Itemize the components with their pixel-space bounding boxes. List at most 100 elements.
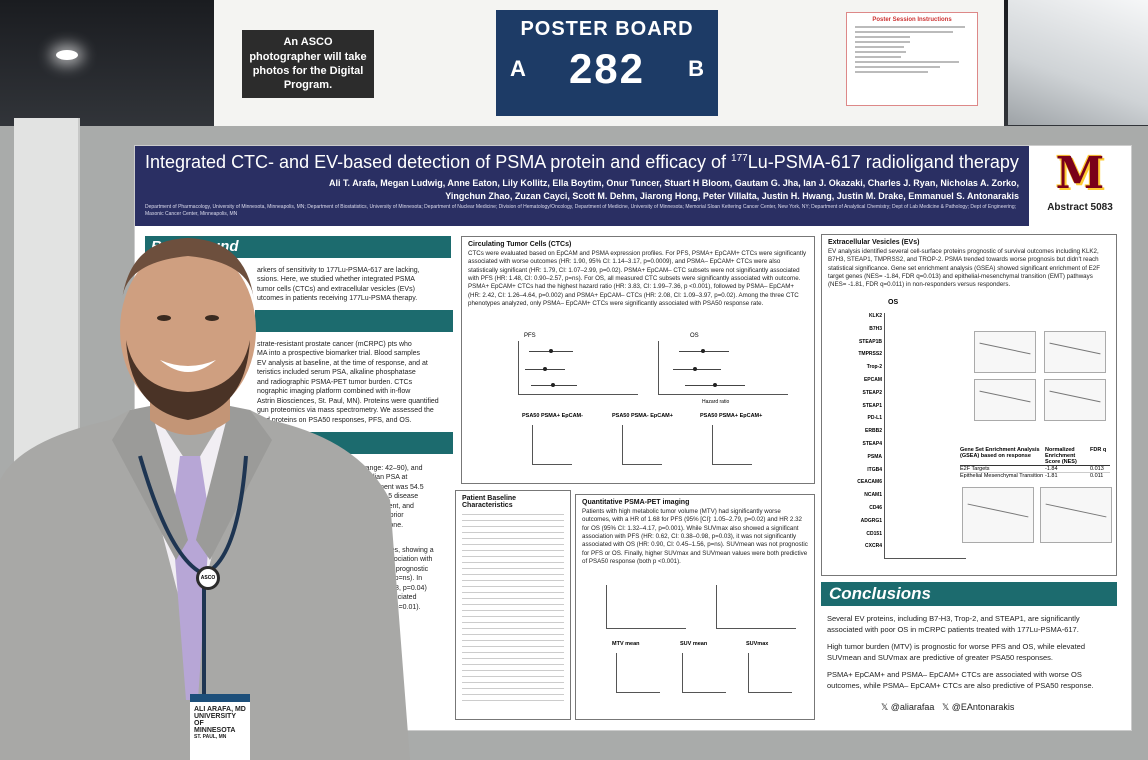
ev-protein-label: CXCR4 <box>865 543 882 550</box>
x-icon: 𝕏 <box>881 702 889 712</box>
ev-protein-label: ITGB4 <box>867 466 882 473</box>
suv-max-label: SUVmax <box>746 641 769 647</box>
ev-forest-plot <box>884 313 966 559</box>
board-title: POSTER BOARD <box>520 18 694 40</box>
abstract-number: Abstract 5083 <box>1047 202 1113 213</box>
conclusions-text: Several EV proteins, including B7-H3, Tr… <box>827 614 1117 698</box>
mtv-mean-label: MTV mean <box>612 641 640 647</box>
pfs-label: PFS <box>524 333 536 339</box>
board-number-row: A 282 B <box>496 45 718 93</box>
psa50-label-c: PSA50 PSMA+ EpCAM+ <box>700 413 763 419</box>
ev-protein-label: STEAP1 <box>862 402 882 409</box>
name-badge: ALI ARAFA, MD UNIVERSITY OF MINNESOTA ST… <box>190 694 250 760</box>
asco-lanyard-pin: ASCO <box>196 566 220 590</box>
instructions-text <box>851 26 973 73</box>
mtv-mean-plot <box>616 653 660 693</box>
km-curve-2 <box>1044 331 1106 373</box>
ev-protein-label: CD151 <box>866 530 882 537</box>
asco-photographer-notice: An ASCO photographer will take photos fo… <box>242 30 374 98</box>
poster-board-header: An ASCO photographer will take photos fo… <box>214 0 1004 128</box>
psa50-plot-c <box>712 425 752 465</box>
pet-text: Patients with high metabolic tumor volum… <box>582 508 808 566</box>
ev-panel: Extracellular Vesicles (EVs) EV analysis… <box>821 234 1117 576</box>
smile <box>160 360 216 372</box>
instructions-title: Poster Session Instructions <box>872 17 952 23</box>
psa50-plot-b <box>622 425 662 465</box>
ev-title: Extracellular Vesicles (EVs) <box>828 239 920 246</box>
ev-protein-label: STEAP1B <box>858 338 882 345</box>
ev-protein-label: CD46 <box>869 504 882 511</box>
pfs-forest-plot <box>518 341 638 395</box>
ev-os-label: OS <box>888 299 899 306</box>
board-side-a: A <box>510 56 526 81</box>
poster-title: Integrated CTC- and EV-based detection o… <box>145 152 1019 172</box>
gsea-row: E2F Targets -1.84 0.013 <box>960 466 1110 473</box>
baseline-table <box>462 514 564 701</box>
minnesota-m-logo: M <box>1055 148 1105 199</box>
ev-protein-labels: KLK2 B7H3 STEAP1B TMPRSS2 Trop-2 EPCAM STEAP2 S… <box>828 313 882 556</box>
methods-header <box>255 310 453 332</box>
ev-protein-label: STEAP2 <box>862 389 882 396</box>
ceiling-light <box>56 50 78 60</box>
conclusion-item: High tumor burden (MTV) is prognostic fo… <box>827 642 1086 662</box>
suv-mean-plot <box>682 653 726 693</box>
pet-title: Quantitative PSMA-PET imaging <box>582 499 690 506</box>
face <box>120 244 256 416</box>
os-forest-plot <box>658 341 788 395</box>
poster-affiliations: Department of Pharmacology, University o… <box>145 204 1016 218</box>
poster-banner: Integrated CTC- and EV-based detection o… <box>135 146 1029 226</box>
ev-protein-label: STEAP4 <box>862 440 882 447</box>
ev-protein-label: TMPRSS2 <box>858 351 882 358</box>
social-handle-1: @aliarafaa <box>890 702 935 712</box>
gsea-plot-2 <box>1040 487 1112 543</box>
ev-protein-label: KLK2 <box>868 313 882 319</box>
ev-protein-label: B7H3 <box>869 325 882 332</box>
background-text: arkers of sensitivity to 177Lu-PSMA-617 … <box>257 267 420 303</box>
presenter-person <box>0 238 410 760</box>
session-instructions-sheet: Poster Session Instructions <box>846 12 978 106</box>
x-icon: 𝕏 <box>941 702 950 712</box>
ev-protein-label: PD-L1 <box>867 415 882 422</box>
ev-protein-label: Trop-2 <box>866 364 882 371</box>
baseline-characteristics-panel: Patient Baseline Characteristics <box>455 490 571 720</box>
ev-text: EV analysis identified several cell-surf… <box>828 248 1101 289</box>
ev-protein-label: PSMA <box>867 453 882 460</box>
pet-pfs-forest-plot <box>606 585 686 629</box>
ev-protein-label: ADGRG1 <box>860 517 882 524</box>
results-text-2: ones, showing a association with ntly pr… <box>383 547 434 611</box>
km-curve-3 <box>974 379 1036 421</box>
right-eye <box>205 315 219 321</box>
km-curve-1 <box>974 331 1036 373</box>
ev-protein-label: EPCAM <box>863 376 882 383</box>
university-logo: M Abstract 5083 <box>1029 146 1131 226</box>
ev-protein-label: NCAM1 <box>864 492 882 499</box>
methods-text: strate-resistant prostate cancer (mCRPC)… <box>257 341 439 424</box>
ctc-text: CTCs were evaluated based on EpCAM and P… <box>468 250 807 308</box>
necktie <box>172 456 210 700</box>
psa50-plot-a <box>532 425 572 465</box>
ev-protein-label: ERBB2 <box>865 428 882 435</box>
pet-imaging-panel: Quantitative PSMA-PET imaging Patients w… <box>575 494 815 720</box>
poster-authors: Ali T. Arafa, Megan Ludwig, Anne Eaton, … <box>329 178 1019 201</box>
left-eye <box>157 315 171 321</box>
suv-max-plot <box>748 653 792 693</box>
window-light <box>1008 0 1148 125</box>
beard <box>126 340 250 420</box>
ctc-panel: Circulating Tumor Cells (CTCs) CTCs were… <box>461 236 815 484</box>
board-side-b: B <box>688 56 704 81</box>
right-lapel <box>196 406 272 560</box>
board-number: 282 <box>568 45 646 92</box>
os-label: OS <box>690 333 699 339</box>
conclusion-item: Several EV proteins, including B7-H3, Tr… <box>827 614 1080 634</box>
ev-protein-label: CEACAM6 <box>857 479 882 486</box>
hazard-ratio-label: Hazard ratio <box>702 399 730 405</box>
psa50-label-b: PSA50 PSMA- EpCAM+ <box>612 413 673 419</box>
social-handle-2: @EAntonarakis <box>951 702 1015 712</box>
wall-pillar <box>14 118 80 470</box>
conclusion-item: PSMA+ EpCAM+ and PSMA– EpCAM+ CTCs are a… <box>827 670 1094 690</box>
pet-os-forest-plot <box>716 585 796 629</box>
gsea-table: Gene Set Enrichment Analysis (GSEA) base… <box>960 447 1110 479</box>
gsea-plot-1 <box>962 487 1034 543</box>
social-handles: 𝕏 @aliarafaa 𝕏 @EAntonarakis <box>881 702 1014 713</box>
psa50-label-a: PSA50 PSMA+ EpCAM- <box>522 413 583 419</box>
